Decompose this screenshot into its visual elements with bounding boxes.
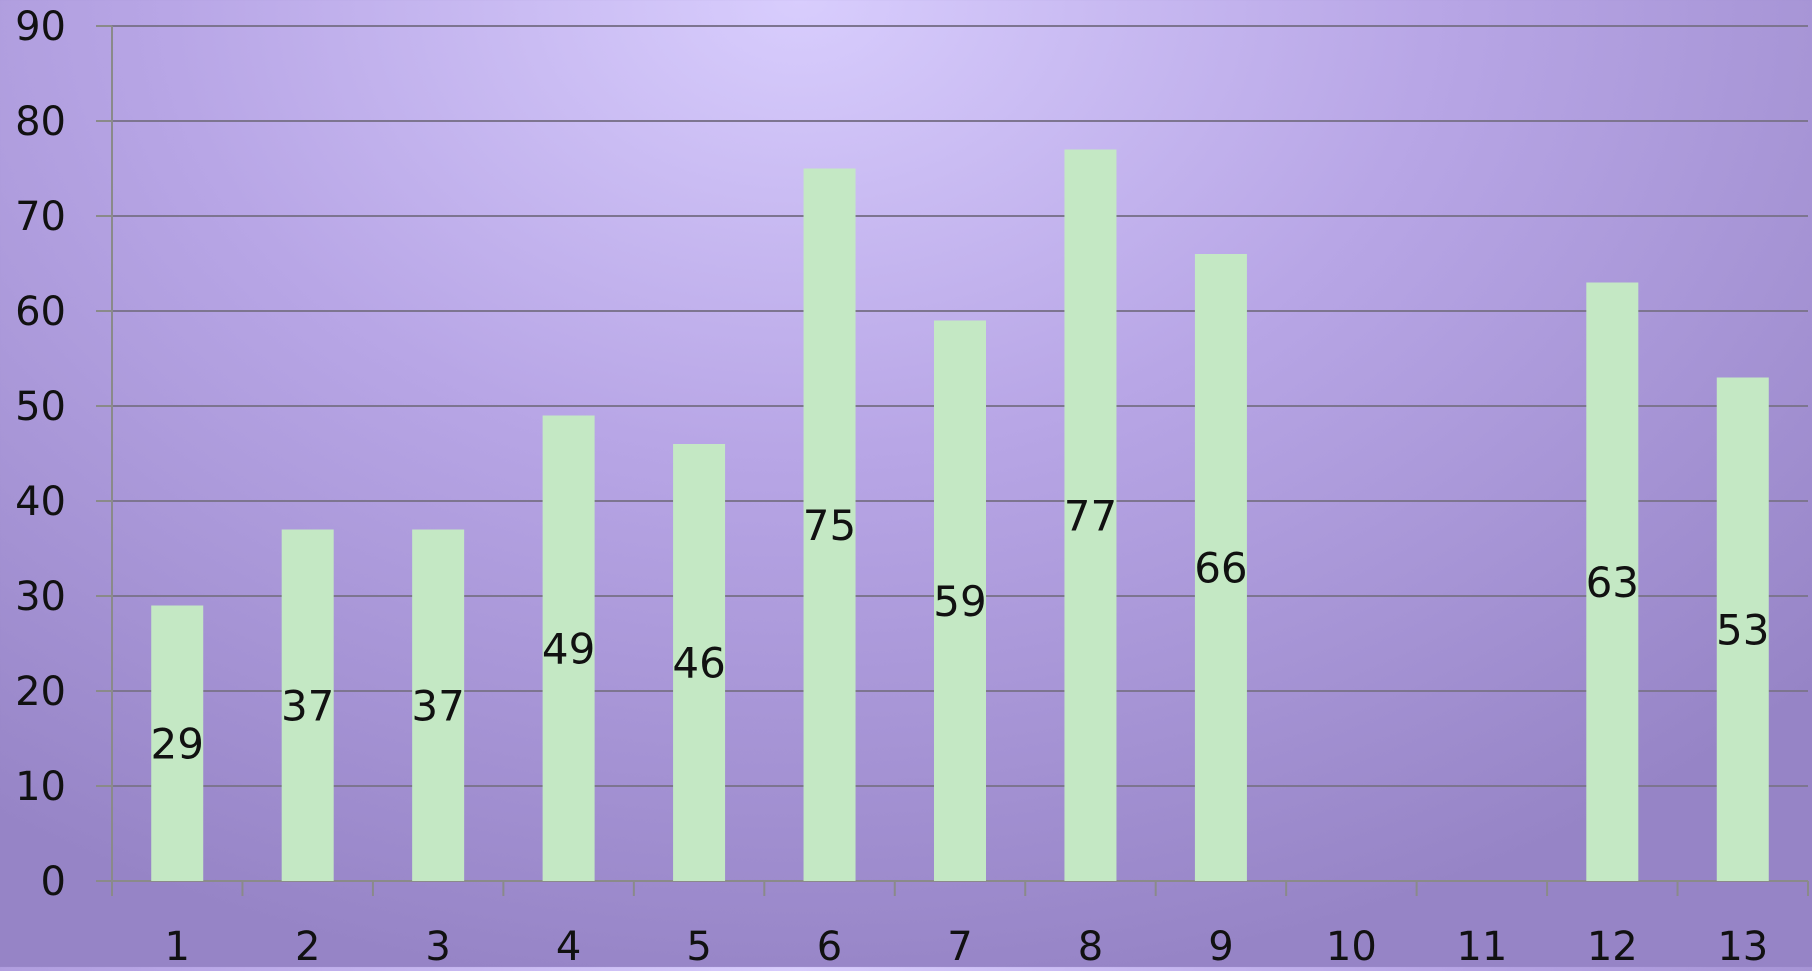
- y-tick-label: 10: [15, 764, 66, 810]
- data-label: 46: [672, 639, 725, 688]
- y-tick-label: 70: [15, 194, 66, 240]
- bar-6: [803, 168, 856, 881]
- y-tick-label: 90: [15, 4, 66, 50]
- x-tick-label: 1: [165, 924, 190, 967]
- bar-13: [1716, 377, 1769, 881]
- y-tick-labels: 0 10 20 30 40 50 60 70 80 90: [15, 4, 66, 905]
- x-tick-label: 10: [1326, 924, 1377, 967]
- y-tick-label: 40: [15, 479, 66, 525]
- y-tick-label: 50: [15, 384, 66, 430]
- data-label: 75: [803, 501, 856, 550]
- data-label: 29: [151, 719, 204, 768]
- data-label: 53: [1716, 605, 1769, 654]
- y-tick-label: 80: [15, 99, 66, 145]
- y-tick-label: 30: [15, 574, 66, 620]
- bars: [151, 149, 1769, 881]
- x-tick-label: 6: [817, 924, 842, 967]
- x-tick-label: 3: [425, 924, 450, 967]
- data-label: 37: [411, 681, 464, 730]
- x-tick-label: 11: [1456, 924, 1507, 967]
- data-label: 37: [281, 681, 334, 730]
- x-tick-label: 12: [1587, 924, 1638, 967]
- data-label: 63: [1586, 558, 1639, 607]
- y-tick-label: 60: [15, 289, 66, 335]
- data-labels: 29 37 37 49 46 75 59 77 66 63 53: [151, 491, 1770, 768]
- bar-9: [1194, 254, 1247, 881]
- x-tick-label: 9: [1208, 924, 1233, 967]
- data-label: 66: [1194, 544, 1247, 593]
- x-tick-labels: 1 2 3 4 5 6 7 8 9 10 11 12 13: [165, 924, 1769, 970]
- bar-2: [281, 529, 334, 881]
- bar-3: [412, 529, 465, 881]
- x-tick-label: 5: [686, 924, 711, 967]
- y-tick-label: 0: [41, 859, 66, 905]
- bar-5: [673, 444, 726, 881]
- bar-12: [1586, 282, 1639, 881]
- data-label: 49: [542, 624, 595, 673]
- x-tick-label: 7: [947, 924, 972, 967]
- x-tick-label: 2: [295, 924, 320, 967]
- x-tick-label: 13: [1717, 924, 1768, 967]
- y-tick-label: 20: [15, 669, 66, 715]
- bar-8: [1064, 149, 1117, 881]
- bar-4: [542, 415, 595, 881]
- x-tick-label: 4: [556, 924, 581, 967]
- x-tick-label: 8: [1078, 924, 1103, 967]
- data-label: 59: [933, 577, 986, 626]
- bar-1: [151, 605, 204, 881]
- data-label: 77: [1064, 491, 1117, 540]
- bar-7: [934, 320, 986, 881]
